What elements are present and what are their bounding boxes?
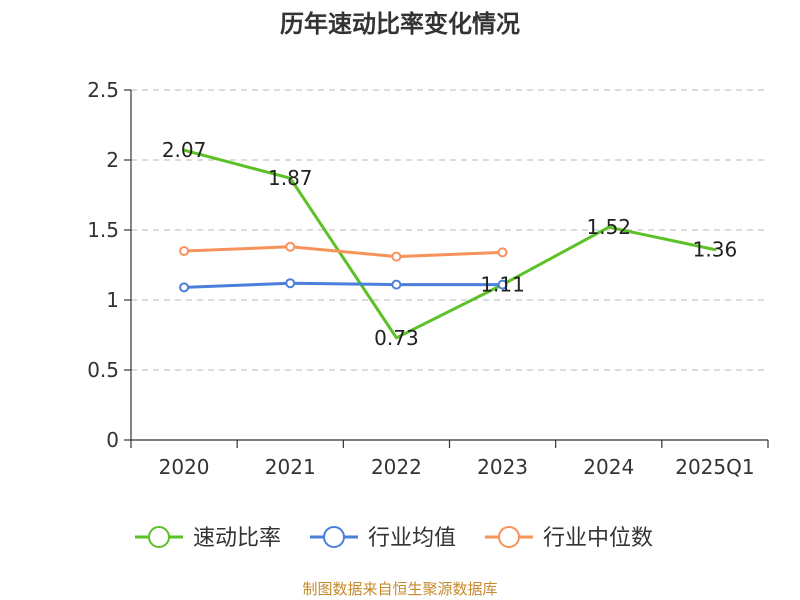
data-point	[391, 279, 402, 290]
x-tick-label: 2025Q1	[675, 455, 754, 479]
y-tick-label: 2	[106, 148, 119, 172]
series-group	[179, 148, 717, 340]
data-point	[179, 246, 190, 256]
y-tick-label: 1	[106, 288, 119, 312]
legend-marker-icon	[148, 526, 170, 548]
x-tick-label: 2024	[583, 455, 634, 479]
x-tick-label: 2021	[265, 455, 316, 479]
data-label: 0.73	[374, 326, 419, 350]
legend: 速动比率 行业均值 行业中位数	[135, 526, 653, 551]
x-tick-label: 2023	[477, 455, 528, 479]
y-tick-label: 0	[106, 428, 119, 452]
legend-label: 速动比率	[193, 526, 281, 551]
gridlines	[131, 89, 768, 371]
series-line	[182, 245, 505, 259]
data-label: 1.36	[693, 238, 738, 262]
series-line	[182, 148, 717, 340]
y-tick-label: 1.5	[87, 218, 119, 242]
source-note: 制图数据来自恒生聚源数据库	[302, 580, 497, 598]
legend-label: 行业中位数	[543, 526, 653, 551]
data-label: 1.87	[268, 166, 313, 190]
data-point	[391, 251, 402, 262]
legend-marker-icon	[498, 526, 520, 548]
data-point	[179, 282, 190, 293]
x-tick-label: 2022	[371, 455, 422, 479]
chart-title: 历年速动比率变化情况	[280, 10, 520, 38]
data-label: 1.52	[586, 215, 631, 239]
series-line	[182, 281, 505, 289]
legend-marker-icon	[323, 526, 345, 548]
data-point	[285, 241, 296, 252]
legend-label: 行业均值	[368, 526, 456, 551]
x-tick-label: 2020	[159, 455, 210, 479]
data-label: 2.07	[162, 138, 207, 162]
y-tick-label: 2.5	[87, 78, 119, 102]
data-labels: 2.07 1.87 0.73 1.11 1.52 1.36	[162, 138, 737, 350]
y-tick-label: 0.5	[87, 358, 119, 382]
data-point	[497, 247, 508, 258]
data-point	[285, 278, 296, 289]
data-label: 1.11	[480, 273, 525, 297]
data-point	[497, 279, 508, 290]
